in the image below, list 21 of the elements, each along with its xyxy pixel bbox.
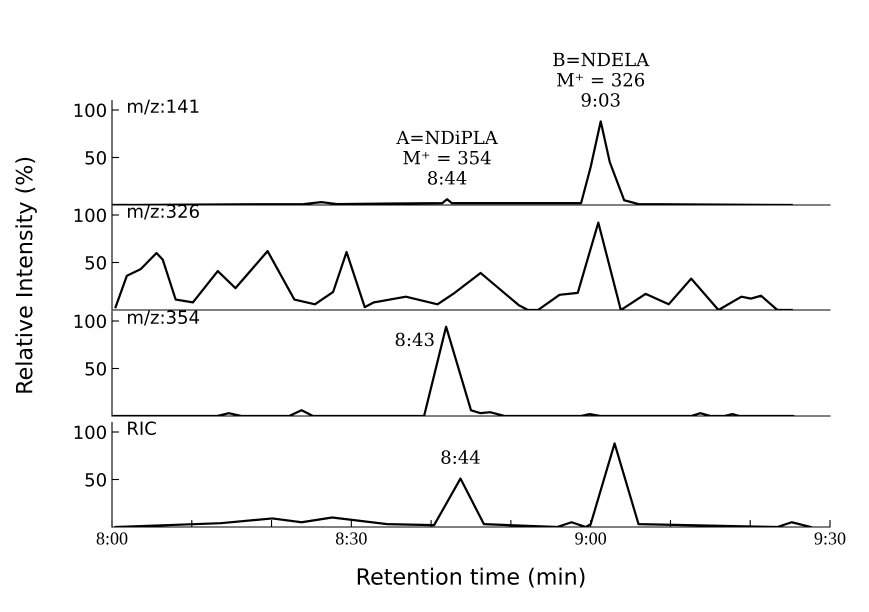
annotation: 8:43 xyxy=(396,332,434,346)
y-tick-label: 50 xyxy=(86,150,106,165)
x-axis-title: Retention time (min) xyxy=(358,568,584,588)
annotation: RIC xyxy=(128,421,156,436)
x-tick-label: 8:00 xyxy=(96,532,128,545)
annotation: m/z:141 xyxy=(128,100,198,114)
annotation: m/z:354 xyxy=(128,310,200,326)
y-tick-label: 50 xyxy=(86,362,106,376)
y-tick-label: 100 xyxy=(74,208,106,222)
x-tick-label: 9:00 xyxy=(575,532,606,545)
y-tick-label: 100 xyxy=(74,103,106,118)
y-axis-title: Relative Intensity (%) xyxy=(15,158,37,393)
y-tick-label: 100 xyxy=(74,425,106,440)
annotation: 8:44 xyxy=(441,450,480,464)
x-tick-label: 8:30 xyxy=(336,532,367,545)
annotation: A=NDiPLA M⁺ = 354 8:44 xyxy=(396,130,498,185)
annotation: B=NDELA M⁺ = 326 9:03 xyxy=(553,52,650,107)
y-tick-label: 50 xyxy=(86,256,106,270)
y-tick-label: 50 xyxy=(86,472,106,487)
y-tick-label: 100 xyxy=(74,314,106,328)
x-tick-label: 9:30 xyxy=(814,532,846,545)
